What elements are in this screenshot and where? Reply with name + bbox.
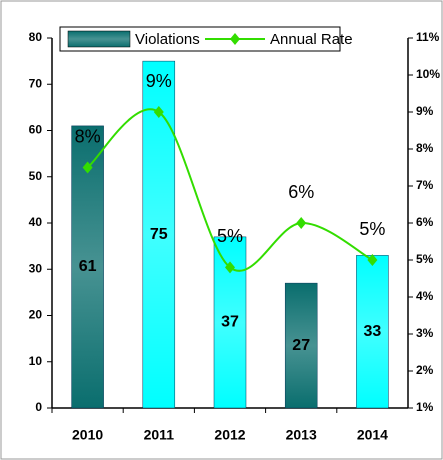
y-tick-label: 30	[29, 261, 43, 275]
bar	[284, 282, 318, 409]
y2-tick-label: 2%	[416, 363, 434, 377]
x-tick-label: 2014	[357, 427, 388, 443]
y2-tick-label: 1%	[416, 400, 434, 414]
bar-label: 33	[364, 323, 382, 340]
y-tick-label: 40	[29, 215, 43, 229]
bar-label: 37	[221, 314, 239, 331]
rate-marker	[296, 217, 307, 229]
legend-label: Annual Rate	[270, 31, 353, 48]
rate-label: 6%	[288, 182, 314, 202]
bar-label: 61	[79, 258, 97, 275]
bar	[142, 60, 176, 409]
rate-marker	[153, 106, 164, 118]
y-tick-label: 20	[29, 308, 43, 322]
rate-marker	[367, 254, 378, 266]
rate-label: 5%	[359, 219, 385, 239]
rate-line	[86, 108, 373, 272]
x-tick-label: 2013	[286, 427, 317, 443]
rate-label: 8%	[75, 126, 101, 146]
bar-label: 75	[150, 226, 168, 243]
bar-label: 27	[292, 337, 310, 354]
y2-tick-label: 10%	[416, 67, 440, 81]
rate-label: 5%	[217, 226, 243, 246]
rate-label: 9%	[146, 71, 172, 91]
y2-tick-label: 11%	[416, 30, 440, 44]
y-tick-label: 0	[35, 400, 42, 414]
y-tick-label: 80	[29, 30, 43, 44]
legend-label: Violations	[135, 31, 200, 48]
y2-tick-label: 9%	[416, 104, 434, 118]
rate-marker	[225, 261, 235, 274]
legend-marker	[230, 33, 240, 45]
y2-tick-label: 5%	[416, 252, 434, 266]
y2-tick-label: 4%	[416, 289, 434, 303]
y2-tick-label: 7%	[416, 178, 434, 192]
x-tick-label: 2011	[144, 427, 175, 443]
x-tick-label: 2012	[214, 427, 245, 443]
y2-tick-label: 6%	[416, 215, 434, 229]
y2-tick-label: 3%	[416, 326, 434, 340]
y-tick-label: 50	[29, 169, 43, 183]
y2-tick-label: 8%	[416, 141, 434, 155]
rate-marker	[82, 161, 93, 174]
y-tick-label: 60	[29, 123, 43, 137]
bar	[356, 255, 389, 409]
y-tick-label: 10	[29, 354, 43, 368]
legend-swatch	[67, 30, 131, 48]
y-tick-label: 70	[29, 76, 43, 90]
x-tick-label: 2010	[72, 427, 103, 443]
